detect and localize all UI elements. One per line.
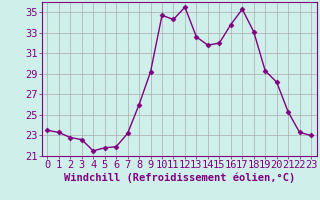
X-axis label: Windchill (Refroidissement éolien,°C): Windchill (Refroidissement éolien,°C) <box>64 173 295 183</box>
